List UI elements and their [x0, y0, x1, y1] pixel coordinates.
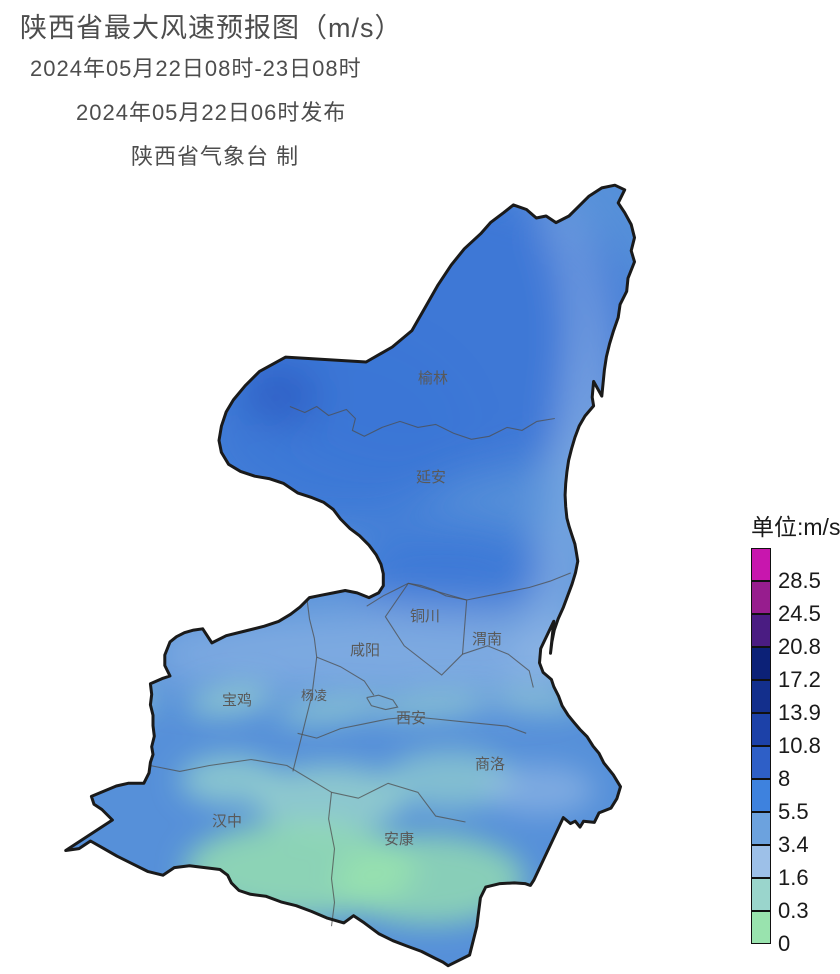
- svg-text:杨凌: 杨凌: [301, 688, 327, 703]
- svg-text:安康: 安康: [384, 831, 414, 848]
- svg-text:榆林: 榆林: [418, 370, 448, 387]
- svg-text:商洛: 商洛: [475, 756, 505, 773]
- svg-text:汉中: 汉中: [212, 813, 242, 830]
- svg-text:铜川: 铜川: [410, 608, 440, 625]
- svg-text:咸阳: 咸阳: [350, 642, 380, 659]
- svg-text:渭南: 渭南: [472, 631, 502, 648]
- svg-text:延安: 延安: [416, 469, 446, 486]
- svg-text:西安: 西安: [396, 710, 426, 727]
- svg-text:宝鸡: 宝鸡: [222, 692, 252, 709]
